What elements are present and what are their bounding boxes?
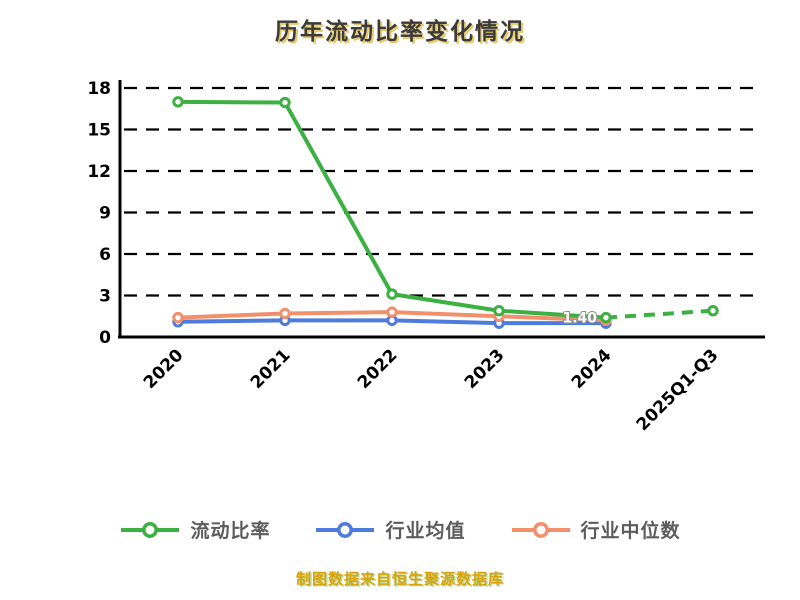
data-point-marker: [386, 306, 398, 318]
legend-label: 流动比率: [190, 520, 271, 542]
series-line-dashed-0: [605, 308, 714, 320]
data-point-marker: [279, 96, 291, 109]
y-axis-label: 0: [99, 328, 111, 348]
x-axis-label: 2020: [140, 345, 188, 393]
y-axis-label: 6: [99, 245, 111, 265]
y-axis-label: 9: [99, 204, 111, 224]
y-axis-label: 3: [99, 287, 111, 307]
data-source-note: 制图数据来自恒生聚源数据库: [295, 570, 504, 588]
legend-marker-icon: [511, 521, 570, 538]
y-axis-label: 15: [87, 121, 111, 141]
legend-item-1: 行业均值: [314, 516, 465, 543]
chart-title: 历年流动比率变化情况: [275, 19, 525, 45]
legend-item-0: 流动比率: [119, 516, 270, 543]
legend-marker-icon: [316, 521, 375, 538]
data-point-marker: [172, 96, 184, 108]
series-line-0: [176, 99, 608, 320]
x-axis-label: 2022: [354, 345, 402, 393]
data-point-marker: [493, 305, 505, 317]
data-point-marker: [279, 307, 291, 320]
legend-label: 行业中位数: [580, 520, 681, 542]
data-point-marker: [707, 305, 719, 317]
data-point-marker: [600, 311, 612, 324]
y-axis-label: 18: [87, 79, 111, 99]
data-point-marker: [386, 288, 398, 300]
line-chart: 0 3 6 9 12 15 18 2020 2021 2022 2023 2024 2025Q1-Q3 1…: [87, 79, 765, 435]
chart-legend: 流动比率 行业均值 行业中位数: [0, 516, 800, 543]
y-axis-label: 12: [87, 162, 111, 182]
x-axis-label: 2023: [461, 345, 509, 393]
data-point-marker: [172, 311, 184, 324]
x-axis-label: 2024: [568, 345, 616, 393]
data-label: 1.40: [562, 311, 597, 327]
legend-label: 行业均值: [385, 520, 466, 542]
legend-marker-icon: [121, 521, 180, 538]
x-axis-label: 2025Q1-Q3: [633, 345, 723, 435]
x-axis-label: 2021: [247, 345, 295, 393]
legend-item-2: 行业中位数: [510, 516, 681, 543]
